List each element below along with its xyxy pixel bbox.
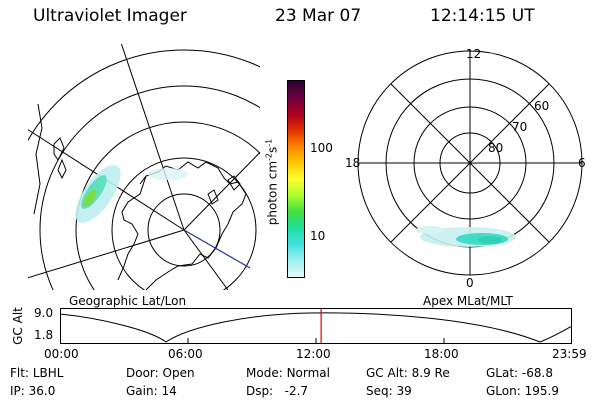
filter-param: Flt: LBHL (10, 366, 64, 380)
mlat-label-80: 80 (488, 141, 504, 155)
glon-param: GLon: 195.9 (486, 384, 559, 398)
dsp-param: Dsp: -2.7 (246, 384, 309, 398)
mlt-label-18: 18 (345, 156, 361, 170)
mlt-label-12: 12 (466, 47, 482, 61)
colorbar-unit-label: photon cm-2s-1 (264, 138, 280, 226)
timeline-xtick-0600: 06:00 (168, 347, 203, 361)
date-label: 23 Mar 07 (275, 6, 362, 26)
timeline-xtick-0000: 00:00 (44, 347, 79, 361)
geographic-map (28, 44, 260, 290)
magnetic-polar-map (357, 50, 583, 276)
instrument-title: Ultraviolet Imager (33, 6, 187, 26)
mode-param: Mode: Normal (246, 366, 330, 380)
mlt-label-6: 6 (578, 156, 586, 170)
timeline-ytick-min: 1.8 (34, 328, 54, 342)
timeline-ytick-max: 9.0 (34, 306, 54, 320)
timeline-ylabel: GC Alt (11, 307, 25, 345)
gc-alt-param: GC Alt: 8.9 Re (366, 366, 450, 380)
glat-param: GLat: -68.8 (486, 366, 553, 380)
timeline-xtick-1200: 12:00 (296, 347, 331, 361)
ip-param: IP: 36.0 (10, 384, 56, 398)
gain-param: Gain: 14 (126, 384, 177, 398)
timeline-xtick-2359: 23:59 (552, 347, 587, 361)
mlat-label-70: 70 (512, 120, 528, 134)
timeline-xtick-1800: 18:00 (424, 347, 459, 361)
time-label: 12:14:15 UT (430, 6, 535, 26)
timeline-plot (60, 308, 572, 344)
seq-param: Seq: 39 (366, 384, 412, 398)
apex-caption: Apex MLat/MLT (423, 294, 513, 308)
colorbar-tick-100: 100 (310, 141, 333, 155)
mlt-label-0: 0 (466, 276, 474, 290)
colorbar-tick-10: 10 (310, 229, 326, 243)
colorbar-scale (287, 80, 305, 278)
door-param: Door: Open (126, 366, 195, 380)
mlat-label-60: 60 (534, 99, 550, 113)
geographic-caption: Geographic Lat/Lon (69, 294, 187, 308)
